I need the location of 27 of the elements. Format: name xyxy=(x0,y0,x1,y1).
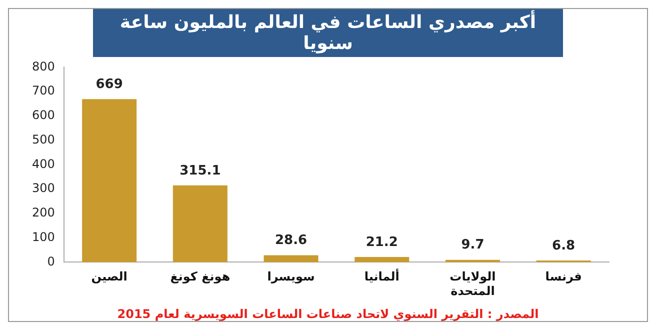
data-label: 28.6 xyxy=(274,233,308,248)
y-tick-label: 700 xyxy=(32,84,55,98)
y-tick-label: 300 xyxy=(32,181,55,196)
data-label: 315.1 xyxy=(180,163,221,178)
x-tick-label: هونغ كونغ xyxy=(170,270,230,284)
y-tick-label: 800 xyxy=(32,59,55,74)
y-tick-label: 600 xyxy=(32,108,55,122)
y-tick-label: 500 xyxy=(32,132,55,146)
bar xyxy=(82,99,137,262)
y-tick-label: 200 xyxy=(32,206,55,220)
x-tick-label: الولايات المتحدة xyxy=(450,270,496,298)
data-label: 21.2 xyxy=(366,234,398,250)
y-tick-label: 0 xyxy=(47,254,55,268)
bar xyxy=(264,255,318,262)
text: المصدر : التقرير السنوي لاتحاد صناعات الساعات السويسرية لعام 2015 xyxy=(116,307,540,321)
y-tick-label: 100 xyxy=(32,230,55,244)
y-tick-label: 400 xyxy=(32,156,55,171)
data-label: 9.7 xyxy=(461,238,484,253)
x-tick-label: سويسرا xyxy=(267,270,315,284)
x-tick-label: الصين xyxy=(91,270,128,284)
x-tick-label: ألمانيا xyxy=(364,268,400,284)
data-label: 669 xyxy=(96,77,123,92)
bar xyxy=(354,257,410,262)
chart-title: أكبر مصدري الساعات في العالم بالمليون ساعة سنويا xyxy=(93,9,563,57)
bar xyxy=(172,185,228,262)
x-tick-label: فرنسا xyxy=(545,270,582,284)
data-label: 6.8 xyxy=(552,238,576,254)
